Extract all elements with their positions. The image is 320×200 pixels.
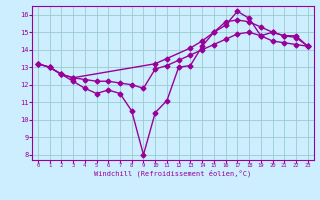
X-axis label: Windchill (Refroidissement éolien,°C): Windchill (Refroidissement éolien,°C) bbox=[94, 170, 252, 177]
